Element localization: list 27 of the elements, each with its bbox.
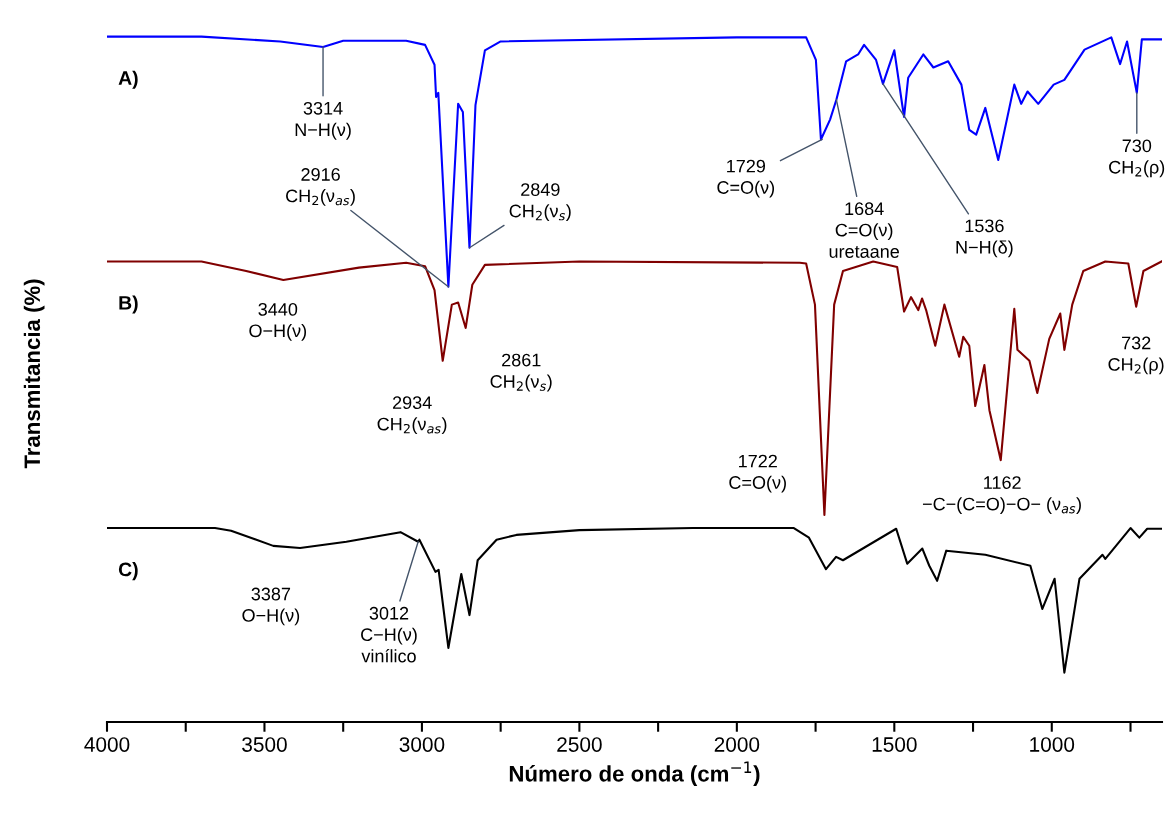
x-tick-label: 3000 [399, 737, 445, 752]
annotation: 1162 −C−(C=O)−O− (ν$_{as}$) [922, 476, 1081, 514]
annotation: 1684 C=O(ν) uretaane [829, 202, 899, 258]
series-label: B) [119, 295, 138, 314]
x-axis-title: Número de onda (cm$^{−1}$) [509, 761, 760, 787]
x-tick-label: 1500 [872, 737, 917, 752]
annotation: 2849 CH$_{2}$(ν$_{s}$) [509, 183, 571, 221]
annotation: 3387 O−H(ν) [242, 587, 300, 626]
series-label: A) [118, 70, 138, 89]
annotation: 3314 N−H(ν) [295, 101, 351, 140]
y-axis-title: Transmitancia (%) [23, 279, 45, 469]
annotation: 732 CH$_{2}$(ρ) [1108, 336, 1164, 375]
series-label: C) [118, 562, 138, 581]
annotation: 1729 C=O(ν) [717, 159, 775, 198]
annotation: 2916 CH$_{2}$(ν$_{as}$) [286, 168, 355, 206]
annotation: 1536 N−H(δ) [956, 219, 1013, 258]
x-tick-label: 2500 [557, 737, 602, 752]
annotation: 1722 C=O(ν) [729, 454, 786, 493]
x-tick-label: 2000 [714, 737, 760, 752]
x-tick-label: 1000 [1030, 737, 1075, 752]
annotation: 730 CH$_{2}$(ρ) [1109, 139, 1165, 178]
annotation: 2861 CH$_{2}$(ν$_{s}$) [490, 353, 552, 392]
annotation: 3440 O−H(ν) [249, 302, 307, 341]
annotation: 2934 CH$_{2}$(ν$_{as}$) [377, 396, 447, 435]
x-tick-label: 3500 [242, 737, 287, 752]
annotation: 3012 C−H(ν) vinílico [361, 606, 417, 663]
x-tick-label: 4000 [84, 737, 130, 752]
